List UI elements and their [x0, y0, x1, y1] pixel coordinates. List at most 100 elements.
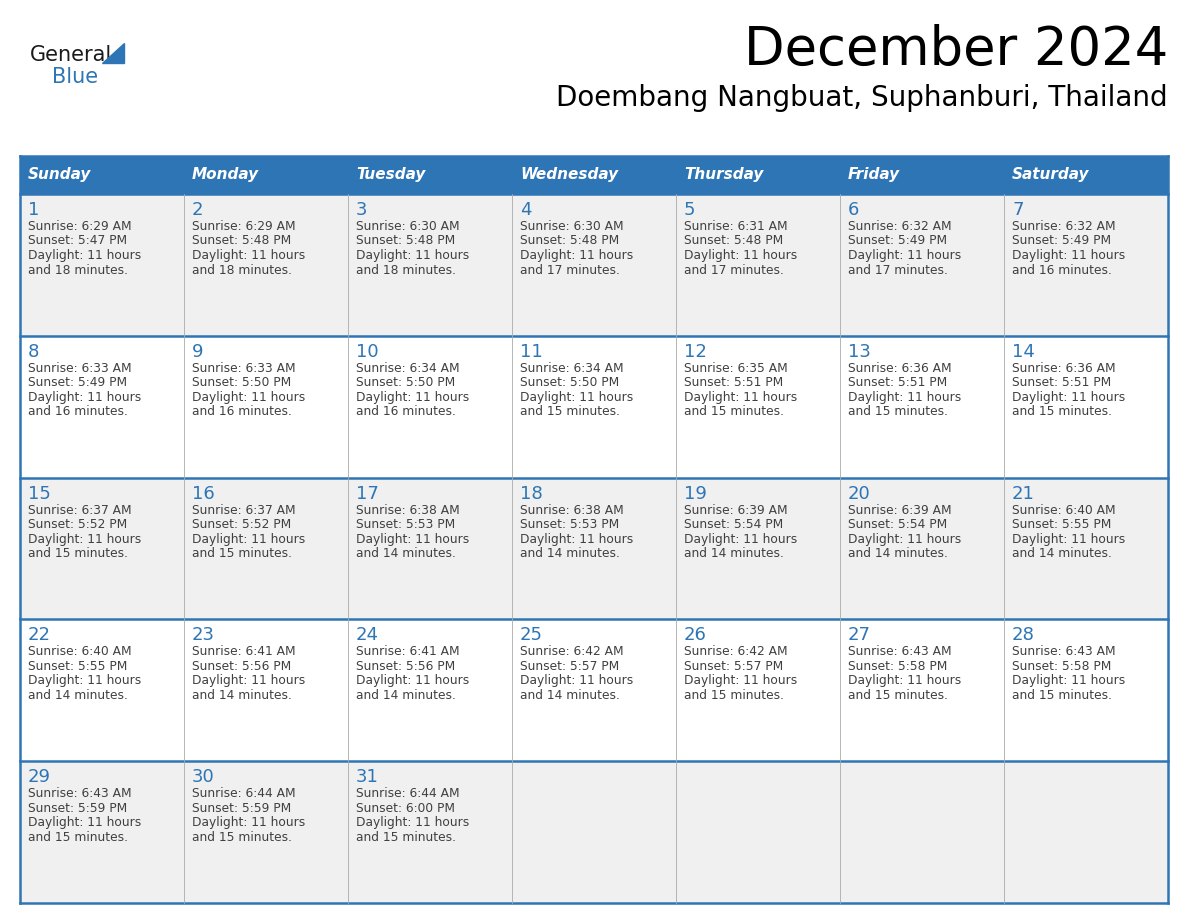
Text: Sunset: 5:48 PM: Sunset: 5:48 PM — [684, 234, 783, 248]
Text: Sunset: 5:52 PM: Sunset: 5:52 PM — [192, 518, 291, 532]
Bar — [184, 620, 348, 761]
Text: Sunset: 5:50 PM: Sunset: 5:50 PM — [520, 376, 619, 389]
Text: Daylight: 11 hours: Daylight: 11 hours — [192, 391, 305, 404]
Text: Sunrise: 6:39 AM: Sunrise: 6:39 AM — [684, 504, 788, 517]
Text: Daylight: 11 hours: Daylight: 11 hours — [520, 391, 633, 404]
Text: 20: 20 — [848, 485, 871, 502]
Text: 3: 3 — [356, 201, 367, 219]
Text: Daylight: 11 hours: Daylight: 11 hours — [29, 816, 141, 829]
Bar — [1004, 156, 1168, 194]
Bar — [184, 194, 348, 336]
Text: Sunrise: 6:43 AM: Sunrise: 6:43 AM — [848, 645, 952, 658]
Text: 2: 2 — [192, 201, 203, 219]
Text: and 16 minutes.: and 16 minutes. — [29, 406, 128, 419]
Text: 31: 31 — [356, 768, 379, 786]
Bar — [20, 761, 184, 903]
Text: and 16 minutes.: and 16 minutes. — [192, 406, 292, 419]
Text: Daylight: 11 hours: Daylight: 11 hours — [684, 532, 797, 545]
Text: Sunrise: 6:43 AM: Sunrise: 6:43 AM — [29, 788, 132, 800]
Bar — [840, 477, 1004, 620]
Bar — [20, 336, 184, 477]
Text: Sunset: 5:53 PM: Sunset: 5:53 PM — [356, 518, 455, 532]
Text: 28: 28 — [1012, 626, 1035, 644]
Bar — [676, 620, 840, 761]
Text: Daylight: 11 hours: Daylight: 11 hours — [192, 532, 305, 545]
Text: and 15 minutes.: and 15 minutes. — [192, 831, 292, 844]
Text: 13: 13 — [848, 342, 871, 361]
Text: Sunrise: 6:41 AM: Sunrise: 6:41 AM — [192, 645, 296, 658]
Text: Sunrise: 6:37 AM: Sunrise: 6:37 AM — [192, 504, 296, 517]
Text: Sunset: 5:56 PM: Sunset: 5:56 PM — [192, 660, 291, 673]
Text: Sunset: 5:58 PM: Sunset: 5:58 PM — [1012, 660, 1112, 673]
Bar — [676, 477, 840, 620]
Bar — [840, 620, 1004, 761]
Text: Sunset: 5:48 PM: Sunset: 5:48 PM — [520, 234, 619, 248]
Text: Sunset: 5:48 PM: Sunset: 5:48 PM — [356, 234, 455, 248]
Bar — [348, 194, 512, 336]
Text: 9: 9 — [192, 342, 203, 361]
Text: Sunset: 5:57 PM: Sunset: 5:57 PM — [520, 660, 619, 673]
Text: Sunset: 5:50 PM: Sunset: 5:50 PM — [356, 376, 455, 389]
Bar — [840, 336, 1004, 477]
Text: and 15 minutes.: and 15 minutes. — [356, 831, 456, 844]
Polygon shape — [102, 43, 124, 63]
Text: Sunset: 5:52 PM: Sunset: 5:52 PM — [29, 518, 127, 532]
Text: Sunrise: 6:40 AM: Sunrise: 6:40 AM — [1012, 504, 1116, 517]
Text: and 15 minutes.: and 15 minutes. — [520, 406, 620, 419]
Text: 6: 6 — [848, 201, 859, 219]
Bar — [184, 761, 348, 903]
Text: Monday: Monday — [192, 167, 259, 183]
Text: Sunrise: 6:36 AM: Sunrise: 6:36 AM — [848, 362, 952, 375]
Text: Sunrise: 6:29 AM: Sunrise: 6:29 AM — [192, 220, 296, 233]
Text: Sunrise: 6:34 AM: Sunrise: 6:34 AM — [356, 362, 460, 375]
Text: 17: 17 — [356, 485, 379, 502]
Text: 15: 15 — [29, 485, 51, 502]
Bar — [348, 620, 512, 761]
Text: Sunrise: 6:43 AM: Sunrise: 6:43 AM — [1012, 645, 1116, 658]
Text: Sunset: 5:59 PM: Sunset: 5:59 PM — [192, 801, 291, 814]
Bar — [1004, 194, 1168, 336]
Text: 7: 7 — [1012, 201, 1024, 219]
Text: Sunset: 5:48 PM: Sunset: 5:48 PM — [192, 234, 291, 248]
Text: Sunset: 5:55 PM: Sunset: 5:55 PM — [1012, 518, 1112, 532]
Text: Sunset: 5:49 PM: Sunset: 5:49 PM — [848, 234, 947, 248]
Text: Daylight: 11 hours: Daylight: 11 hours — [356, 816, 469, 829]
Text: Sunrise: 6:38 AM: Sunrise: 6:38 AM — [520, 504, 624, 517]
Text: and 15 minutes.: and 15 minutes. — [29, 547, 128, 560]
Text: Sunrise: 6:44 AM: Sunrise: 6:44 AM — [356, 788, 460, 800]
Text: Sunset: 5:54 PM: Sunset: 5:54 PM — [684, 518, 783, 532]
Text: and 14 minutes.: and 14 minutes. — [356, 547, 456, 560]
Bar — [1004, 336, 1168, 477]
Text: 5: 5 — [684, 201, 695, 219]
Text: and 17 minutes.: and 17 minutes. — [684, 263, 784, 276]
Bar — [512, 761, 676, 903]
Text: Daylight: 11 hours: Daylight: 11 hours — [356, 532, 469, 545]
Text: 11: 11 — [520, 342, 543, 361]
Text: and 14 minutes.: and 14 minutes. — [520, 688, 620, 702]
Text: Sunset: 5:51 PM: Sunset: 5:51 PM — [848, 376, 947, 389]
Text: Sunrise: 6:42 AM: Sunrise: 6:42 AM — [684, 645, 788, 658]
Text: Wednesday: Wednesday — [520, 167, 618, 183]
Text: 12: 12 — [684, 342, 707, 361]
Text: 16: 16 — [192, 485, 215, 502]
Text: Daylight: 11 hours: Daylight: 11 hours — [684, 249, 797, 262]
Text: Daylight: 11 hours: Daylight: 11 hours — [848, 391, 961, 404]
Text: 21: 21 — [1012, 485, 1035, 502]
Text: and 15 minutes.: and 15 minutes. — [29, 831, 128, 844]
Bar — [348, 156, 512, 194]
Text: Sunrise: 6:30 AM: Sunrise: 6:30 AM — [520, 220, 624, 233]
Text: and 14 minutes.: and 14 minutes. — [29, 688, 128, 702]
Text: Sunset: 5:53 PM: Sunset: 5:53 PM — [520, 518, 619, 532]
Bar — [512, 194, 676, 336]
Text: Sunset: 5:49 PM: Sunset: 5:49 PM — [29, 376, 127, 389]
Text: and 14 minutes.: and 14 minutes. — [684, 547, 784, 560]
Text: Sunrise: 6:40 AM: Sunrise: 6:40 AM — [29, 645, 132, 658]
Text: 10: 10 — [356, 342, 379, 361]
Text: 19: 19 — [684, 485, 707, 502]
Text: Daylight: 11 hours: Daylight: 11 hours — [1012, 675, 1125, 688]
Bar — [20, 156, 184, 194]
Text: Sunset: 5:51 PM: Sunset: 5:51 PM — [684, 376, 783, 389]
Text: 27: 27 — [848, 626, 871, 644]
Text: Sunrise: 6:36 AM: Sunrise: 6:36 AM — [1012, 362, 1116, 375]
Bar — [1004, 477, 1168, 620]
